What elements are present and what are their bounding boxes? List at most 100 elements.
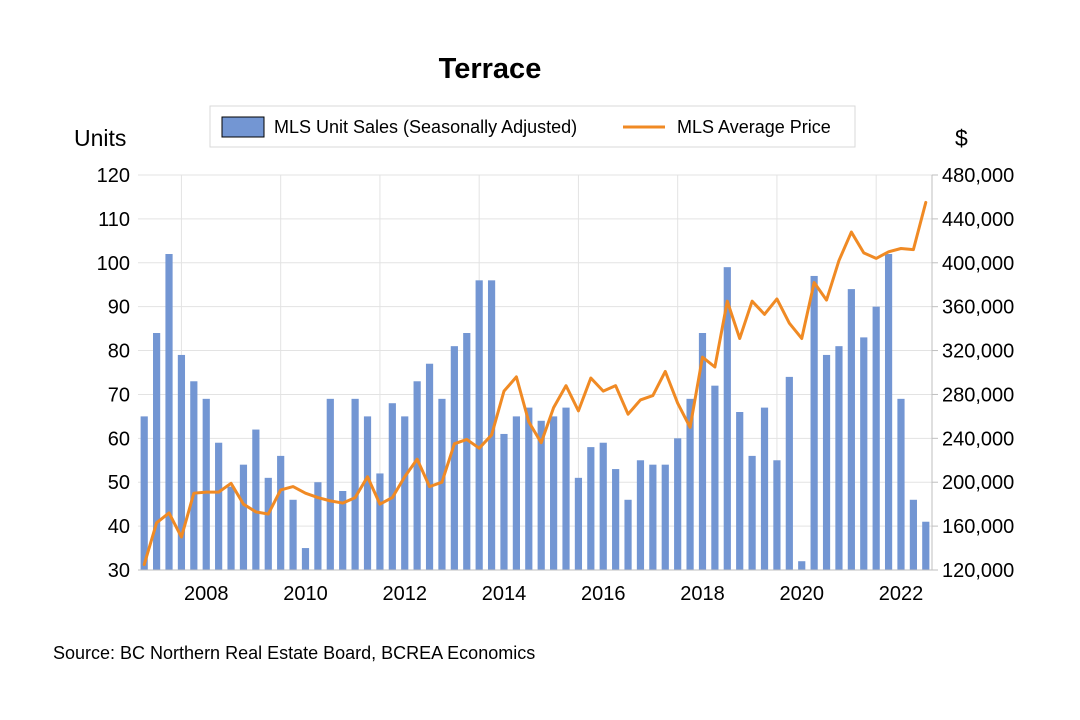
bar-unit-sales [674,438,682,570]
bar-unit-sales [301,548,310,570]
bar-unit-sales [363,416,372,570]
bar-unit-sales [326,398,334,570]
bar-unit-sales [277,455,285,570]
bar-unit-sales [711,385,719,570]
bar-unit-sales [202,398,210,570]
y-left-tick-label: 110 [98,209,130,231]
y-left-tick-label: 80 [108,341,130,363]
bar-unit-sales [339,491,347,570]
bar-unit-sales [736,412,744,570]
bar-unit-sales [822,354,831,570]
bar-unit-sales [425,363,434,570]
y-right-tick-label: 360,000 [942,297,1014,319]
bar-unit-sales [227,486,235,570]
x-tick-label: 2008 [184,583,229,605]
x-tick-label: 2014 [482,583,527,605]
bar-series [140,254,930,570]
x-tick-label: 2022 [879,583,924,605]
bar-unit-sales [475,280,483,570]
bar-unit-sales [562,407,570,570]
x-tick-label: 2012 [382,583,427,605]
y-right-tick-label: 400,000 [942,253,1014,275]
bar-unit-sales [140,416,148,570]
y-left-tick-label: 40 [108,516,130,538]
bar-unit-sales [698,333,707,570]
bar-unit-sales [525,407,533,570]
bar-unit-sales [153,333,161,570]
y-left-tick-label: 100 [97,253,130,275]
y-right-tick-label: 120,000 [942,560,1014,582]
y-right-tick-label: 440,000 [942,209,1014,231]
bar-unit-sales [438,398,446,570]
bar-unit-sales [884,254,893,570]
bar-unit-sales [252,429,260,570]
bar-unit-sales [835,346,843,570]
bar-unit-sales [388,403,396,570]
line-series [142,200,928,567]
right-axis-unit-label: $ [955,125,968,151]
y-right-tick-label: 320,000 [942,341,1014,363]
bar-unit-sales [922,521,930,570]
left-axis-unit-label: Units [74,125,126,151]
bar-unit-sales [686,398,694,570]
bar-unit-sales [239,464,248,570]
bar-unit-sales [773,460,781,570]
y-right-tick-label: 240,000 [942,428,1014,450]
bar-unit-sales [860,337,868,570]
x-tick-label: 2016 [581,583,626,605]
bar-unit-sales [909,499,917,570]
y-left-tick-label: 50 [108,472,130,494]
bar-unit-sales [624,499,632,570]
bar-unit-sales [314,482,322,570]
bar-unit-sales [810,275,818,570]
bar-unit-sales [760,407,769,570]
y-left-tick-label: 70 [108,384,130,406]
bar-unit-sales [748,455,756,570]
y-left-tick-label: 120 [97,165,130,187]
legend: MLS Unit Sales (Seasonally Adjusted) MLS… [209,105,856,148]
y-right-tick-label: 200,000 [942,472,1014,494]
bar-unit-sales [798,561,806,570]
legend-label-average-price: MLS Average Price [677,117,831,137]
bar-unit-sales [574,477,583,570]
bar-unit-sales [190,381,198,570]
bar-unit-sales [215,442,223,570]
bar-unit-sales [450,346,458,570]
bar-unit-sales [177,354,186,570]
bar-unit-sales [636,460,645,570]
bar-unit-sales [289,499,297,570]
y-right-tick-label: 280,000 [942,384,1014,406]
bar-unit-sales [512,416,520,570]
bar-unit-sales [785,376,793,570]
bar-unit-sales [612,469,620,570]
line-average-price [142,200,928,567]
bar-unit-sales [649,464,657,570]
legend-label-unit-sales: MLS Unit Sales (Seasonally Adjusted) [274,117,577,137]
bar-unit-sales [872,306,880,570]
x-tick-label: 2018 [680,583,725,605]
x-tick-label: 2020 [779,583,824,605]
bar-unit-sales [587,447,595,570]
bar-unit-sales [500,433,508,570]
bar-unit-sales [401,416,409,570]
bar-unit-sales [550,416,558,570]
axes: 30 40 50 60 70 80 90 100 110 120 120,000 160,000 200… [97,165,1015,605]
bar-unit-sales [351,398,359,570]
bar-unit-sales [376,473,384,570]
bar-unit-sales [537,420,545,570]
y-right-tick-label: 480,000 [942,165,1014,187]
x-tick-label: 2010 [283,583,328,605]
bar-unit-sales [897,398,905,570]
source-note: Source: BC Northern Real Estate Board, B… [53,643,535,663]
bar-unit-sales [264,477,272,570]
bar-unit-sales [599,442,607,570]
bar-unit-sales [723,267,731,570]
bar-unit-sales [487,280,496,570]
y-left-tick-label: 90 [108,297,130,319]
bar-unit-sales [847,289,855,570]
y-left-tick-label: 30 [108,560,130,582]
bar-unit-sales [165,254,173,570]
bar-unit-sales [661,464,669,570]
